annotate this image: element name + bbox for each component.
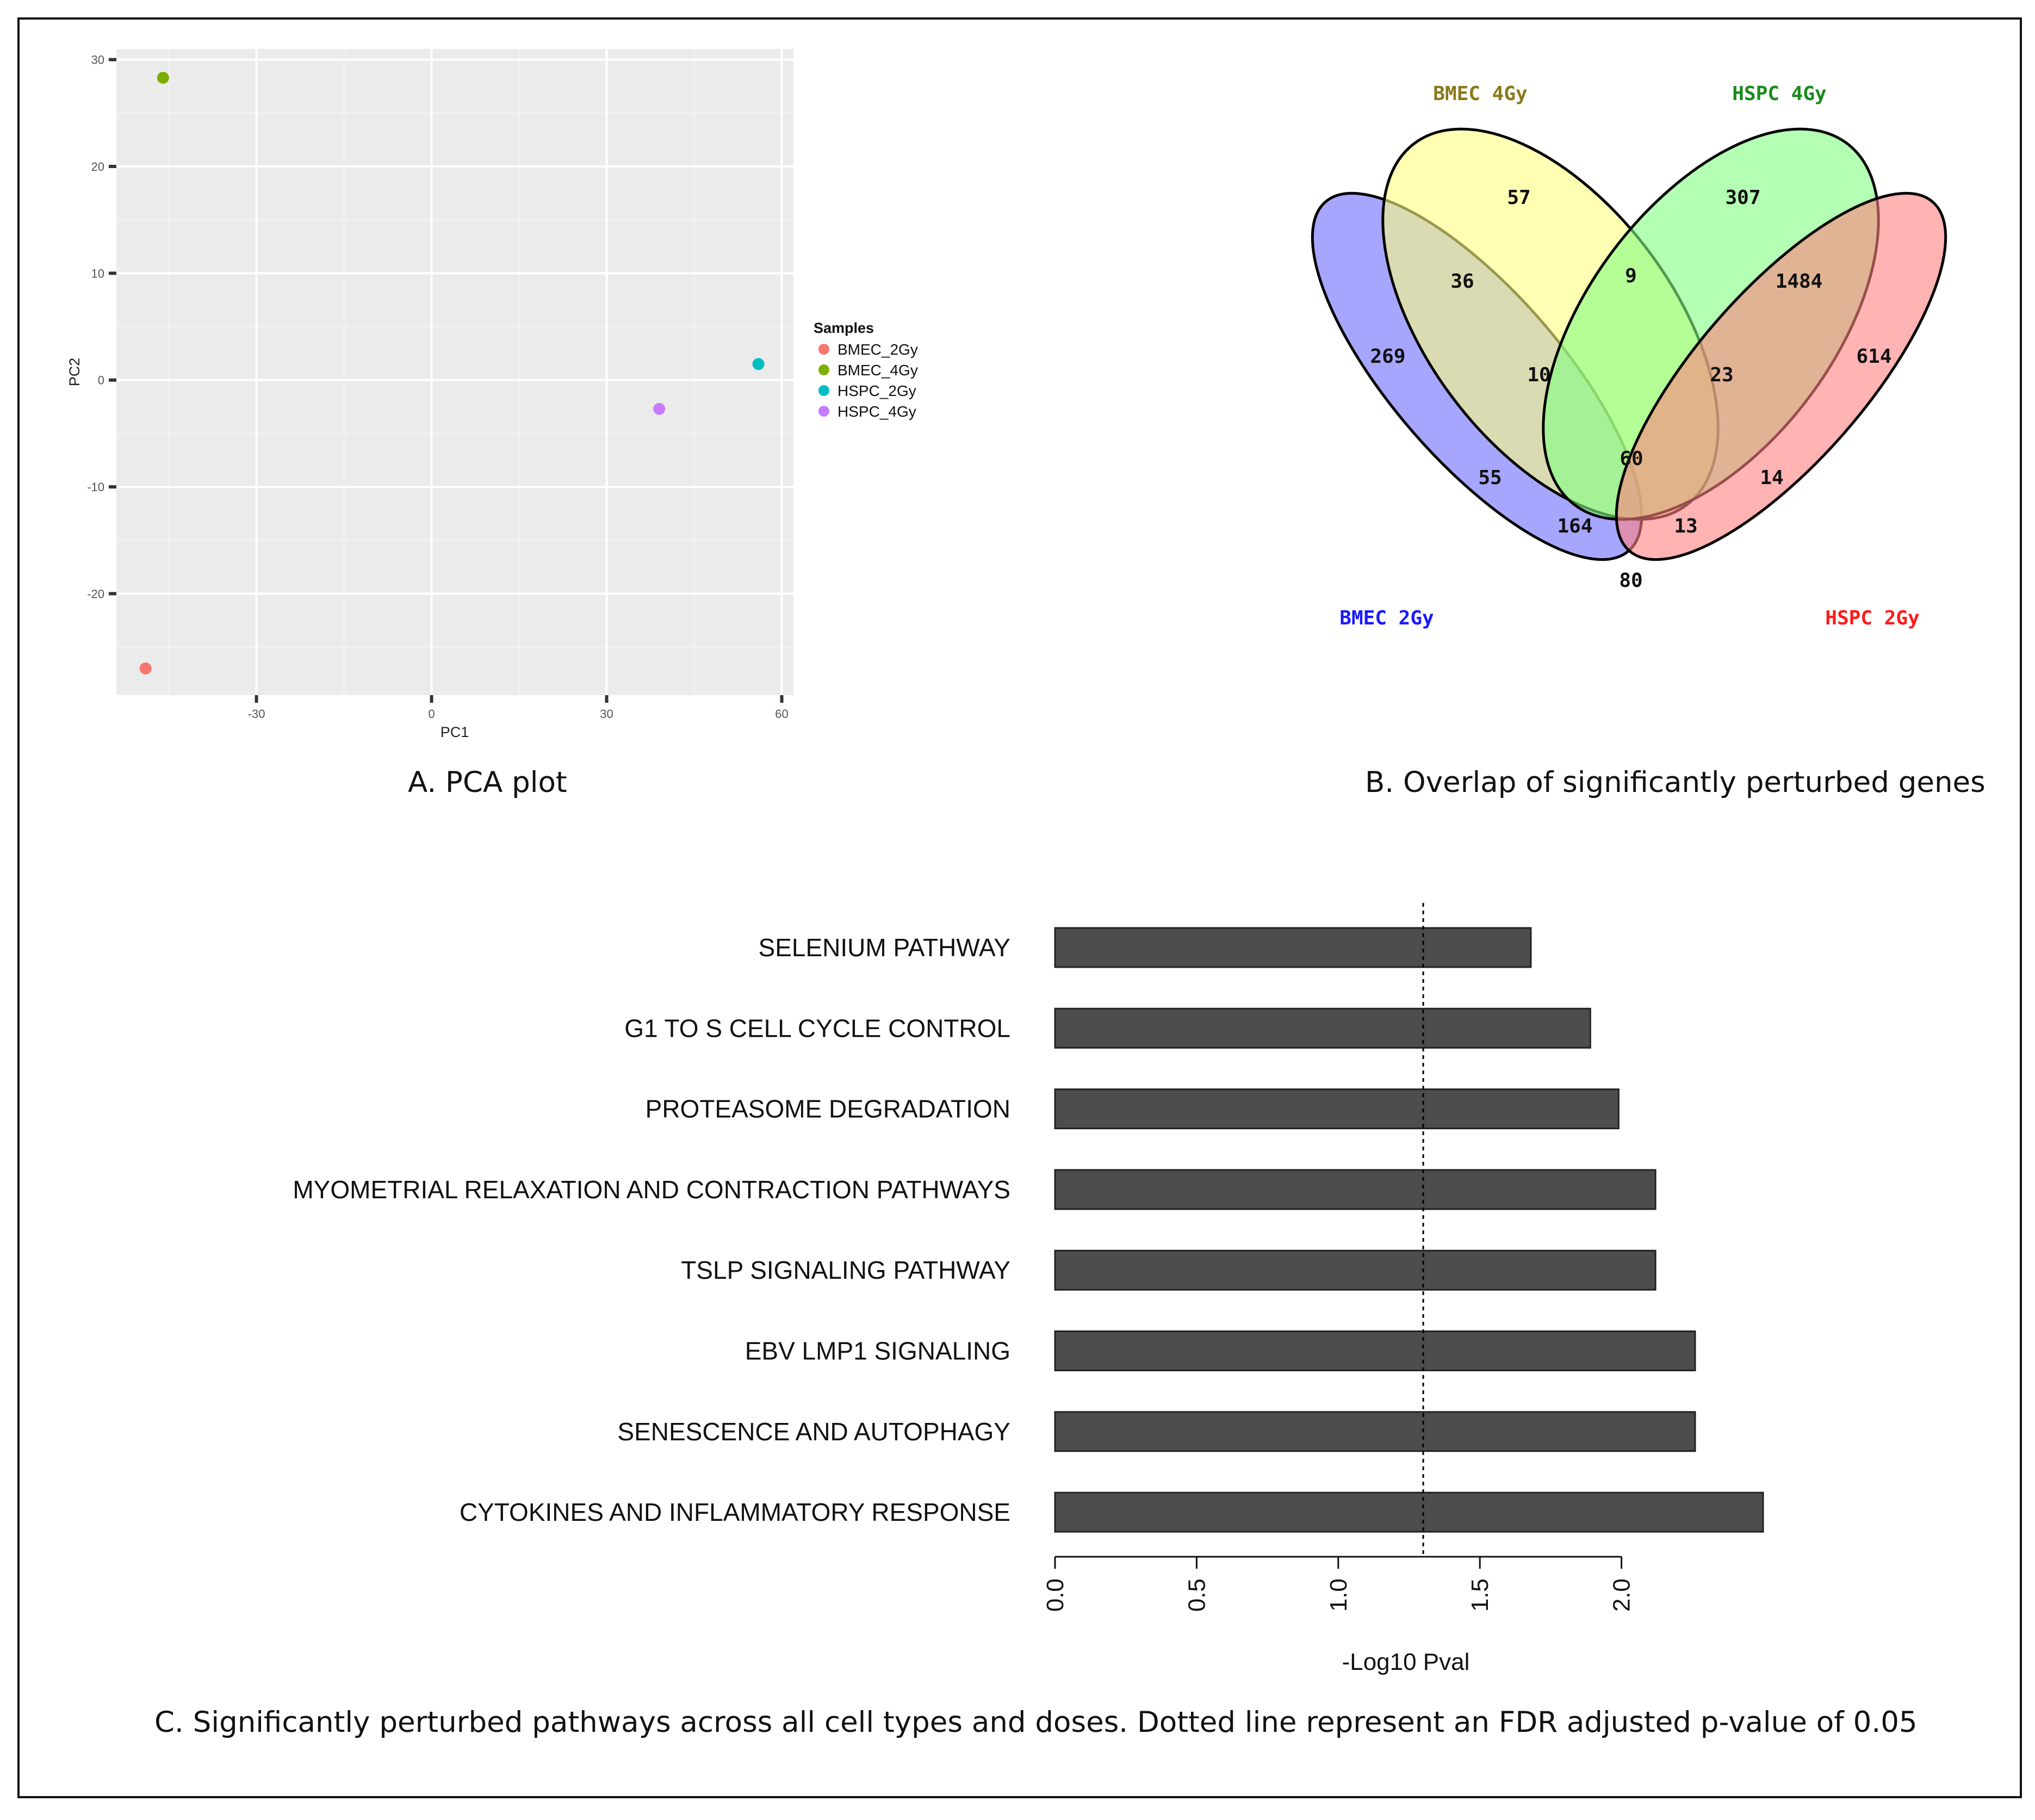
pca-point-hspc-2gy [752, 358, 765, 370]
pca-gridlines [116, 49, 793, 695]
caption-pca: A. PCA plot [408, 766, 567, 799]
bar-label-myometrial-relaxation-and-contraction-pathways: MYOMETRIAL RELAXATION AND CONTRACTION PA… [293, 1175, 1010, 1204]
venn-count-bmec-4gy: 57 [1507, 187, 1530, 209]
venn-count-bmec-2gy-hspc-2gy: 80 [1619, 569, 1642, 592]
venn-count-bmec-4gy-hspc-4gy-hspc-2gy: 23 [1710, 364, 1733, 386]
bar-ebv-lmp1-signaling [1054, 1330, 1696, 1371]
bar-label-selenium-pathway: SELENIUM PATHWAY [759, 933, 1010, 962]
venn-count-hspc-4gy: 307 [1725, 187, 1760, 209]
pca-y-tick-label: 0 [98, 374, 104, 387]
caption-pathways: C. Significantly perturbed pathways acro… [154, 1706, 1918, 1739]
bar-label-proteasome-degradation: PROTEASOME DEGRADATION [646, 1095, 1010, 1123]
pca-point-bmec-4gy [157, 72, 169, 84]
bar-label-senescence-and-autophagy: SENESCENCE AND AUTOPHAGY [617, 1417, 1010, 1446]
pca-x-tick-label: -30 [248, 707, 265, 721]
pca-y-tick-label: -20 [87, 587, 104, 601]
pca-legend: Samples BMEC_2Gy BMEC_4Gy HSPC_2Gy HSPC_4Gy [814, 320, 918, 420]
bar-label-tslp-signaling-pathway: TSLP SIGNALING PATHWAY [681, 1256, 1010, 1284]
venn-count-bmec-2gy-bmec-4gy-hspc-4gy-hspc-2gy: 60 [1620, 448, 1643, 470]
pca-legend-key-hspc-4gy [818, 406, 829, 417]
venn-count-bmec-2gy: 269 [1370, 345, 1405, 368]
venn-count-bmec-2gy-bmec-4gy-hspc-4gy: 10 [1527, 364, 1550, 386]
venn-count-bmec-2gy-hspc-4gy: 55 [1478, 467, 1502, 489]
pca-y-tick-label: 30 [91, 53, 104, 67]
pca-legend-label-hspc-4gy: HSPC_4Gy [837, 403, 916, 420]
bar-label-g1-to-s-cell-cycle-control: G1 TO S CELL CYCLE CONTROL [624, 1014, 1010, 1042]
pca-y-tick-label: 10 [91, 267, 104, 280]
bar-myometrial-relaxation-and-contraction-pathways [1054, 1169, 1656, 1210]
pathway-category-labels: SELENIUM PATHWAY G1 TO S CELL CYCLE CONTR… [293, 933, 1010, 1526]
pca-points [139, 72, 765, 674]
bar-cytokines-and-inflammatory-response [1054, 1491, 1764, 1533]
venn-count-bmec-4gy-hspc-4gy: 9 [1625, 265, 1637, 287]
pathway-x-tick-label: 1.0 [1325, 1578, 1352, 1612]
venn-diagram: 269 57 307 614 36 9 1484 10 23 55 60 14 164 13 80 BMEC… [1311, 83, 1947, 629]
venn-count-bmec-4gy-hspc-2gy: 14 [1760, 467, 1783, 489]
bar-tslp-signaling-pathway [1054, 1249, 1656, 1291]
venn-label-bmec-4gy: BMEC 4Gy [1433, 83, 1527, 105]
pca-legend-key-bmec-4gy [818, 364, 829, 375]
pca-x-tick-label: 60 [775, 707, 788, 721]
pca-plot: -30 0 30 60 30 20 10 0 -10 -20 PC1 PC2 Samples BM… [66, 49, 918, 740]
venn-count-hspc-2gy: 614 [1856, 345, 1891, 368]
pathway-x-tick-label: 0.0 [1042, 1578, 1069, 1612]
venn-count-bmec-2gy-hspc-4gy-hspc-2gy: 164 [1557, 515, 1592, 537]
pathway-x-axis: 0.0 0.5 1.0 1.5 2.0 [1042, 1556, 1635, 1612]
pathway-bars [1054, 927, 1764, 1533]
pca-y-axis-label: PC2 [66, 358, 83, 387]
caption-venn: B. Overlap of significantly perturbed ge… [1365, 766, 1986, 799]
pca-legend-title: Samples [814, 320, 874, 336]
bar-g1-to-s-cell-cycle-control [1054, 1007, 1591, 1049]
pathway-x-tick-label: 0.5 [1183, 1578, 1210, 1612]
pathway-x-tick-label: 1.5 [1467, 1578, 1493, 1612]
figure-frame [17, 17, 2022, 1798]
venn-set-hspc-2gy [1615, 191, 1947, 561]
venn-count-bmec-2gy-bmec-4gy-hspc-2gy: 13 [1674, 515, 1697, 537]
pca-x-axis-label: PC1 [440, 724, 469, 740]
pca-y-tick-label: -10 [87, 480, 104, 494]
pca-y-tick-label: 20 [91, 160, 104, 174]
pca-point-hspc-4gy [653, 403, 666, 415]
venn-count-bmec-2gy-bmec-4gy: 36 [1450, 270, 1474, 293]
pca-legend-label-bmec-4gy: BMEC_4Gy [837, 362, 918, 379]
pca-legend-label-bmec-2gy: BMEC_2Gy [837, 341, 918, 358]
bar-selenium-pathway [1054, 927, 1532, 968]
bar-label-cytokines-and-inflammatory-response: CYTOKINES AND INFLAMMATORY RESPONSE [460, 1498, 1010, 1526]
pca-x-tick-label: 0 [428, 707, 435, 721]
pathway-x-axis-label: -Log10 Pval [1342, 1649, 1470, 1675]
bar-label-ebv-lmp1-signaling: EBV LMP1 SIGNALING [745, 1337, 1010, 1365]
pca-legend-key-bmec-2gy [818, 344, 829, 355]
pca-plot-background [116, 49, 793, 695]
venn-count-hspc-4gy-hspc-2gy: 1484 [1776, 270, 1823, 293]
venn-label-hspc-4gy: HSPC 4Gy [1732, 83, 1826, 105]
pca-point-bmec-2gy [139, 662, 152, 674]
pca-legend-label-hspc-2gy: HSPC_2Gy [837, 382, 916, 399]
bar-proteasome-degradation [1054, 1088, 1620, 1130]
venn-label-hspc-2gy: HSPC 2Gy [1825, 607, 1919, 629]
pathway-x-tick-label: 2.0 [1609, 1578, 1635, 1612]
venn-region-counts: 269 57 307 614 36 9 1484 10 23 55 60 14 164 13 80 [1370, 187, 1891, 592]
pca-x-tick-label: 30 [600, 707, 613, 721]
venn-label-bmec-2gy: BMEC 2Gy [1339, 607, 1434, 629]
pathway-bar-chart: SELENIUM PATHWAY G1 TO S CELL CYCLE CONTR… [293, 903, 1764, 1675]
pca-legend-key-hspc-2gy [818, 385, 829, 396]
pca-axes: -30 0 30 60 30 20 10 0 -10 -20 [87, 53, 789, 721]
bar-senescence-and-autophagy [1054, 1411, 1696, 1452]
